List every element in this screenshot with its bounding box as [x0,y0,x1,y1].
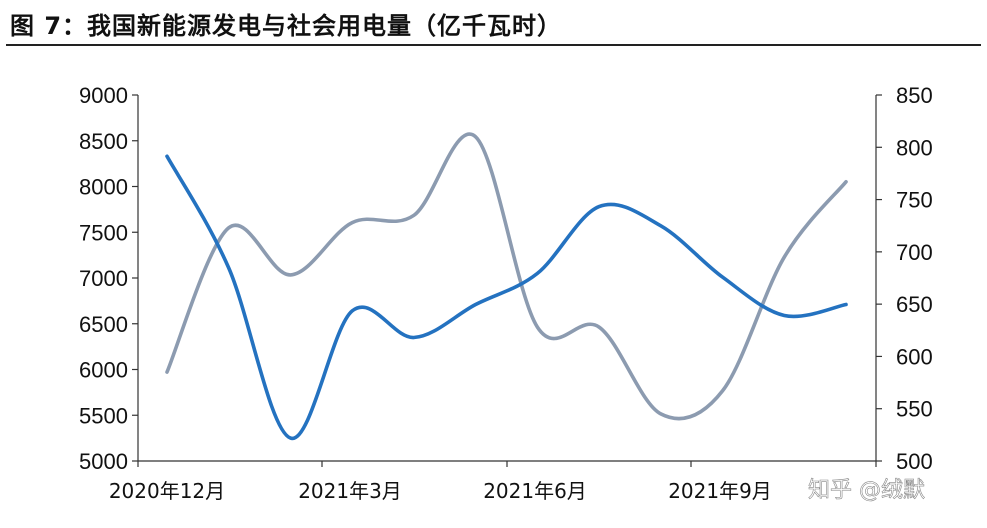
y-right-tick-label: 800 [896,135,933,160]
series-line-right-axis [165,132,848,421]
series-line-left-axis [165,154,848,440]
y-left-tick-label: 8000 [79,175,128,200]
x-tick-label: 2021年3月 [298,479,402,503]
y-right-tick-label: 750 [896,188,933,213]
y-right-tick-label: 600 [896,344,933,369]
y-right-tick-label: 550 [896,397,933,422]
chart-title: 图 7：我国新能源发电与社会用电量（亿千瓦时） [10,12,563,40]
axes [132,94,882,467]
y-left-tick-label: 7000 [79,266,128,291]
y-left-tick-label: 7500 [79,220,128,245]
y-left-tick-label: 6000 [79,358,128,383]
title-rule [6,44,981,46]
watermark: 知乎 @绒默 [808,478,925,503]
x-tick-label: 2021年9月 [668,479,772,503]
y-left-tick-label: 5000 [79,449,128,474]
tick-labels: 5000 5500 6000 6500 7000 7500 8000 8500 9000 500 5… [79,83,933,503]
y-left-tick-label: 6500 [79,312,128,337]
y-left-tick-label: 5500 [79,403,128,428]
y-left-tick-label: 9000 [79,83,128,108]
y-right-tick-label: 500 [896,449,933,474]
series-layer [165,132,848,440]
y-right-tick-label: 700 [896,240,933,265]
y-left-tick-label: 8500 [79,129,128,154]
x-tick-label: 2020年12月 [109,479,225,503]
y-right-tick-label: 650 [896,292,933,317]
x-tick-label: 2021年6月 [483,479,587,503]
y-right-tick-label: 850 [896,83,933,108]
